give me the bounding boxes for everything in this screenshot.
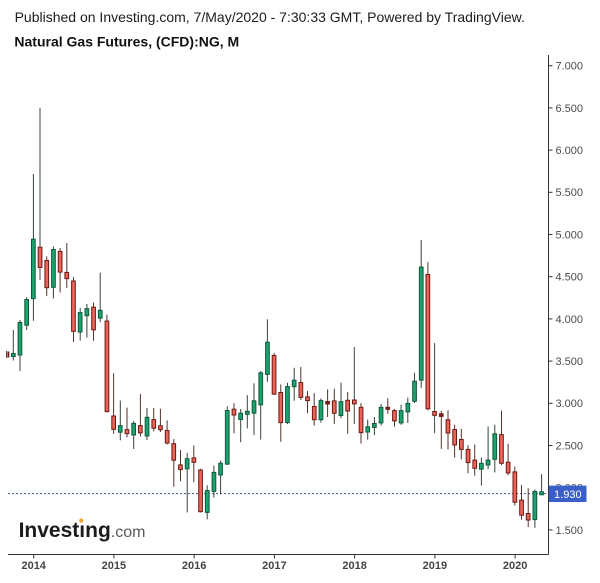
svg-text:6.000: 6.000 (556, 145, 584, 157)
svg-text:2016: 2016 (182, 560, 206, 572)
svg-text:1.500: 1.500 (556, 525, 584, 537)
svg-text:2018: 2018 (342, 560, 366, 572)
svg-text:6.500: 6.500 (556, 103, 584, 115)
svg-text:4.000: 4.000 (556, 314, 584, 326)
svg-text:3.000: 3.000 (556, 398, 584, 410)
svg-text:2017: 2017 (262, 560, 286, 572)
svg-text:5.000: 5.000 (556, 229, 584, 241)
svg-text:2.500: 2.500 (556, 440, 584, 452)
svg-text:2015: 2015 (102, 560, 126, 572)
svg-text:2019: 2019 (423, 560, 447, 572)
svg-text:3.500: 3.500 (556, 356, 584, 368)
svg-text:Published on Investing.com, 7/: Published on Investing.com, 7/May/2020 -… (15, 9, 525, 25)
svg-text:4.500: 4.500 (556, 272, 584, 284)
svg-text:7.000: 7.000 (556, 61, 584, 73)
svg-text:5.500: 5.500 (556, 187, 584, 199)
svg-text:2014: 2014 (21, 560, 46, 572)
svg-text:2020: 2020 (503, 560, 527, 572)
svg-text:Investıng.com: Investıng.com (19, 519, 146, 542)
svg-text:1.930: 1.930 (554, 489, 582, 501)
svg-text:Natural Gas Futures, (CFD):NG,: Natural Gas Futures, (CFD):NG, M (14, 34, 239, 50)
